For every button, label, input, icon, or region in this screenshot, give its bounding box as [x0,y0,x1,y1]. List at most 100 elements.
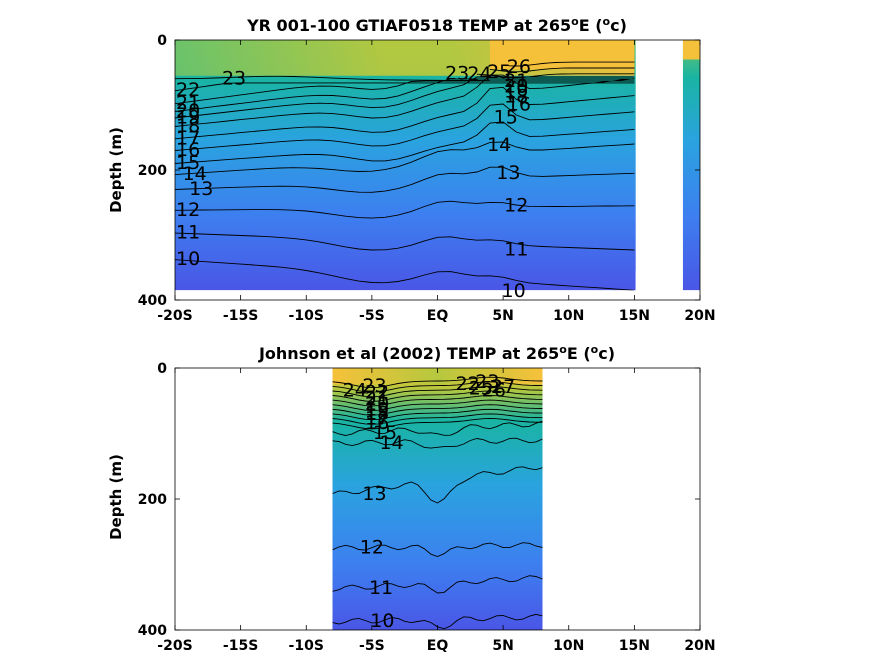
contour-line [175,200,635,219]
missing-data-gap [635,270,640,300]
contour-line [503,61,635,67]
x-tick-label: 5N [492,638,513,654]
contour-line [332,408,543,421]
contour-label: 21 [365,388,389,410]
y-axis-label: Depth (m) [107,127,125,213]
contour-label: 12 [360,537,384,559]
panel-johnson: Johnson et al (2002) TEMP at 265oE (oc) … [107,343,716,655]
contour-label: 26 [482,379,506,401]
contour-label: 22 [176,79,200,101]
contour-line [175,86,635,140]
contour-line [175,80,635,105]
contour-label: 22 [365,381,389,403]
contour-line [332,399,543,412]
contour-label: 23 [222,68,246,90]
contour-line [175,232,635,251]
contour-line [489,67,635,73]
contour-label: 26 [507,56,531,78]
x-tick-label: -15S [223,308,258,324]
contour-line [332,385,543,398]
contour-label: 14 [487,134,511,156]
warm-surface-layer [332,368,543,385]
contour-label: 11 [176,222,200,244]
contour-label: 24 [343,379,367,401]
panel-gtiaf: YR 001-100 GTIAF0518 TEMP at 265oE (oc) … [107,15,716,325]
contour-label: 10 [502,280,526,302]
contour-label: 14 [183,163,207,185]
temperature-field [175,40,700,291]
contour-label: 15 [494,107,518,129]
contour-label: 16 [365,412,389,434]
contour-label: 21 [504,70,528,92]
x-tick-label: -10S [289,638,324,654]
y-axis-label: Depth (m) [107,454,125,540]
contour-label: 16 [507,94,531,116]
contour-label: 11 [504,238,528,260]
contour-label: 16 [176,139,200,161]
contour-label: 27 [491,376,515,398]
contour-label: 20 [504,75,528,97]
contour-line [175,166,635,193]
contour-line [175,103,635,151]
contour-label: 25 [469,377,493,399]
contour-line [332,575,543,594]
chart-title: Johnson et al (2002) TEMP at 265oE (oc) [258,343,615,364]
x-tick-label: -5S [359,308,385,324]
y-tick-label: 200 [138,163,167,179]
contour-line [332,466,543,504]
contour-label: 13 [189,178,213,200]
temperature-field [332,368,543,630]
contour-line [476,73,635,79]
contour-label: 17 [176,127,200,149]
x-tick-label: 5N [492,308,513,324]
contour-label: 19 [176,107,200,129]
contour-line [332,381,543,393]
contour-label: 23 [445,62,469,84]
contour-label: 14 [379,432,403,454]
contour-line [175,78,635,112]
contour-line [332,437,543,449]
x-tick-label: -5S [359,638,385,654]
contour-line [332,395,543,407]
contour-label: 11 [369,577,393,599]
contour-label: 15 [373,422,397,444]
contour-label: 10 [370,610,394,632]
x-tick-label: EQ [427,638,449,654]
x-tick-label: -15S [223,638,258,654]
contour-label: 25 [487,61,511,83]
contour-line [332,413,543,425]
contour-label: 18 [504,86,528,108]
missing-data-gap [635,39,683,301]
x-tick-label: 20N [684,308,715,324]
contour-line [175,141,635,176]
contour-label: 13 [496,162,520,184]
contour-label: 13 [362,483,386,505]
contour-line [332,376,543,389]
contour-label: 23 [362,375,386,397]
contour-line [332,390,543,402]
contour-lines [332,376,543,630]
contour-line [332,420,543,436]
contour-label: 12 [504,194,528,216]
x-tick-label: 15N [619,638,650,654]
contour-label: 20 [176,100,200,122]
contour-label: 18 [176,115,200,137]
contour-label: 17 [365,408,389,430]
x-tick-label: -10S [289,308,324,324]
contour-label: 15 [176,152,200,174]
contour-line [175,82,635,92]
y-tick-label: 200 [138,492,167,508]
contour-line [175,121,635,164]
warm-surface-layer [682,40,700,60]
contour-line [175,74,635,127]
contour-line [332,404,543,416]
contour-line [332,417,543,430]
contour-label: 12 [176,199,200,221]
contour-label: 24 [467,63,491,85]
contour-line [175,75,491,82]
contour-label: 19 [365,398,389,420]
